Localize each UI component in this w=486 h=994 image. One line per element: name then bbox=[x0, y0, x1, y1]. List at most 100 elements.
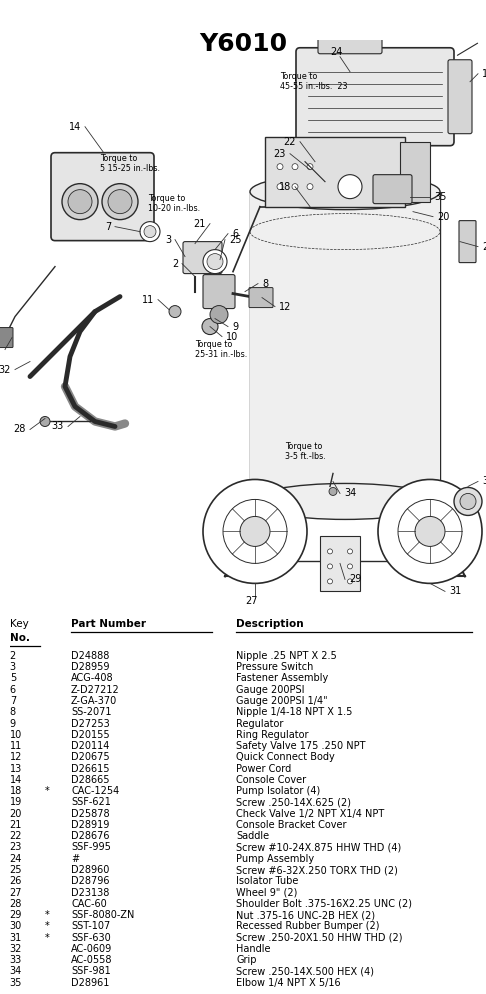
Text: 22: 22 bbox=[10, 831, 22, 841]
Text: 5: 5 bbox=[10, 673, 16, 684]
Text: 8: 8 bbox=[10, 708, 16, 718]
Text: 10: 10 bbox=[10, 730, 22, 740]
Text: Pressure Switch: Pressure Switch bbox=[236, 662, 313, 672]
Text: Nipple .25 NPT X 2.5: Nipple .25 NPT X 2.5 bbox=[236, 651, 337, 661]
Text: Part Number: Part Number bbox=[71, 619, 146, 629]
Text: 9: 9 bbox=[10, 719, 16, 729]
Text: 12: 12 bbox=[10, 752, 22, 762]
Text: D28919: D28919 bbox=[71, 820, 109, 830]
Text: 12: 12 bbox=[279, 301, 292, 311]
FancyBboxPatch shape bbox=[0, 328, 13, 348]
Text: Handle: Handle bbox=[236, 944, 271, 954]
Text: Power Cord: Power Cord bbox=[236, 763, 291, 773]
Text: Console Cover: Console Cover bbox=[236, 775, 306, 785]
Text: Grip: Grip bbox=[236, 955, 257, 965]
Text: Pump Assembly: Pump Assembly bbox=[236, 854, 314, 864]
Text: Saddle: Saddle bbox=[236, 831, 269, 841]
Text: D28796: D28796 bbox=[71, 877, 109, 887]
Text: 18: 18 bbox=[10, 786, 22, 796]
Text: 27: 27 bbox=[245, 596, 257, 606]
Text: 14: 14 bbox=[10, 775, 22, 785]
Circle shape bbox=[202, 318, 218, 335]
Text: *: * bbox=[45, 932, 50, 942]
Circle shape bbox=[292, 184, 298, 190]
Text: SSF-995: SSF-995 bbox=[71, 843, 111, 853]
Text: 33: 33 bbox=[52, 421, 64, 431]
Text: D25878: D25878 bbox=[71, 809, 110, 819]
Text: Z-D27212: Z-D27212 bbox=[71, 685, 120, 695]
Text: 34: 34 bbox=[10, 966, 22, 976]
Circle shape bbox=[240, 517, 270, 547]
Text: 20: 20 bbox=[437, 212, 450, 222]
Circle shape bbox=[210, 305, 228, 324]
Text: Fastener Assembly: Fastener Assembly bbox=[236, 673, 328, 684]
Circle shape bbox=[140, 222, 160, 242]
Circle shape bbox=[328, 579, 332, 583]
Text: 14: 14 bbox=[69, 121, 81, 131]
Text: Screw .250-14X.625 (2): Screw .250-14X.625 (2) bbox=[236, 797, 351, 807]
Text: Key: Key bbox=[10, 619, 29, 629]
Circle shape bbox=[169, 305, 181, 317]
Text: SSF-8080-ZN: SSF-8080-ZN bbox=[71, 911, 135, 920]
Circle shape bbox=[454, 487, 482, 516]
Text: Screw #6-32X.250 TORX THD (2): Screw #6-32X.250 TORX THD (2) bbox=[236, 865, 398, 875]
Text: 23: 23 bbox=[10, 843, 22, 853]
Circle shape bbox=[460, 493, 476, 510]
Text: Quick Connect Body: Quick Connect Body bbox=[236, 752, 335, 762]
Text: 9: 9 bbox=[232, 322, 238, 332]
Circle shape bbox=[347, 564, 352, 569]
Text: Torque to
5 15-25 in.-lbs.: Torque to 5 15-25 in.-lbs. bbox=[100, 154, 160, 173]
Circle shape bbox=[307, 164, 313, 170]
Text: 10: 10 bbox=[226, 332, 238, 342]
FancyBboxPatch shape bbox=[459, 221, 476, 262]
Text: Z-GA-370: Z-GA-370 bbox=[71, 696, 117, 706]
Circle shape bbox=[307, 184, 313, 190]
Text: 34: 34 bbox=[344, 488, 356, 498]
FancyBboxPatch shape bbox=[265, 137, 405, 207]
Circle shape bbox=[338, 175, 362, 199]
Text: 35: 35 bbox=[10, 978, 22, 988]
Text: 28: 28 bbox=[14, 424, 26, 434]
Circle shape bbox=[378, 479, 482, 583]
Text: Gauge 200PSI: Gauge 200PSI bbox=[236, 685, 305, 695]
Circle shape bbox=[328, 549, 332, 554]
Circle shape bbox=[292, 164, 298, 170]
Circle shape bbox=[144, 226, 156, 238]
Text: 24: 24 bbox=[330, 47, 342, 57]
Text: SST-107: SST-107 bbox=[71, 921, 110, 931]
Circle shape bbox=[203, 479, 307, 583]
FancyBboxPatch shape bbox=[249, 287, 273, 307]
Text: 2: 2 bbox=[172, 258, 178, 268]
Text: 21: 21 bbox=[193, 219, 206, 229]
Circle shape bbox=[102, 184, 138, 220]
Text: 3: 3 bbox=[10, 662, 16, 672]
Text: Check Valve 1/2 NPT X1/4 NPT: Check Valve 1/2 NPT X1/4 NPT bbox=[236, 809, 384, 819]
Text: AC-0558: AC-0558 bbox=[71, 955, 112, 965]
Text: #: # bbox=[71, 854, 79, 864]
Text: SSF-621: SSF-621 bbox=[71, 797, 111, 807]
Text: 24: 24 bbox=[10, 854, 22, 864]
Text: Description: Description bbox=[236, 619, 304, 629]
Text: 31: 31 bbox=[449, 586, 461, 596]
Text: 18: 18 bbox=[279, 182, 291, 192]
Text: 28: 28 bbox=[10, 899, 22, 909]
Text: Wheel 9" (2): Wheel 9" (2) bbox=[236, 888, 297, 898]
Ellipse shape bbox=[250, 174, 440, 210]
Circle shape bbox=[347, 579, 352, 583]
Circle shape bbox=[277, 164, 283, 170]
Text: 35: 35 bbox=[434, 192, 446, 202]
Text: Recessed Rubber Bumper (2): Recessed Rubber Bumper (2) bbox=[236, 921, 380, 931]
Circle shape bbox=[108, 190, 132, 214]
Circle shape bbox=[68, 190, 92, 214]
Text: SSF-981: SSF-981 bbox=[71, 966, 111, 976]
Text: D28960: D28960 bbox=[71, 865, 109, 875]
Text: 25: 25 bbox=[10, 865, 22, 875]
Text: D23138: D23138 bbox=[71, 888, 109, 898]
Text: Screw .250-14X.500 HEX (4): Screw .250-14X.500 HEX (4) bbox=[236, 966, 374, 976]
FancyBboxPatch shape bbox=[51, 153, 154, 241]
Text: Isolator Tube: Isolator Tube bbox=[236, 877, 298, 887]
Text: *: * bbox=[45, 911, 50, 920]
Text: 11: 11 bbox=[142, 294, 154, 304]
Text: AC-0609: AC-0609 bbox=[71, 944, 112, 954]
Circle shape bbox=[207, 253, 223, 269]
